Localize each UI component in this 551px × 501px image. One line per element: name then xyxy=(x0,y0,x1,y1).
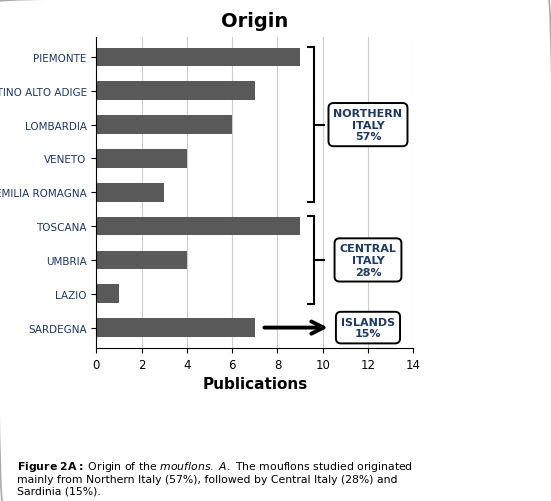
Text: ISLANDS
15%: ISLANDS 15% xyxy=(341,317,395,339)
Bar xyxy=(96,319,255,337)
Bar xyxy=(96,217,300,236)
Bar xyxy=(96,49,300,67)
Bar xyxy=(96,285,119,304)
Bar xyxy=(96,82,255,101)
Bar xyxy=(96,116,232,135)
Text: CENTRAL
ITALY
28%: CENTRAL ITALY 28% xyxy=(339,244,396,277)
Bar xyxy=(96,183,164,202)
Bar xyxy=(96,150,187,168)
Text: NORTHERN
ITALY
57%: NORTHERN ITALY 57% xyxy=(333,109,402,142)
Text: $\bf{Figure\ 2A:}$ Origin of the $\it{mouflons.}$ $\it{A.}$ The mouflons studied: $\bf{Figure\ 2A:}$ Origin of the $\it{mo… xyxy=(17,459,413,496)
X-axis label: Publications: Publications xyxy=(202,376,307,391)
Bar xyxy=(96,251,187,270)
Title: Origin: Origin xyxy=(221,12,289,31)
